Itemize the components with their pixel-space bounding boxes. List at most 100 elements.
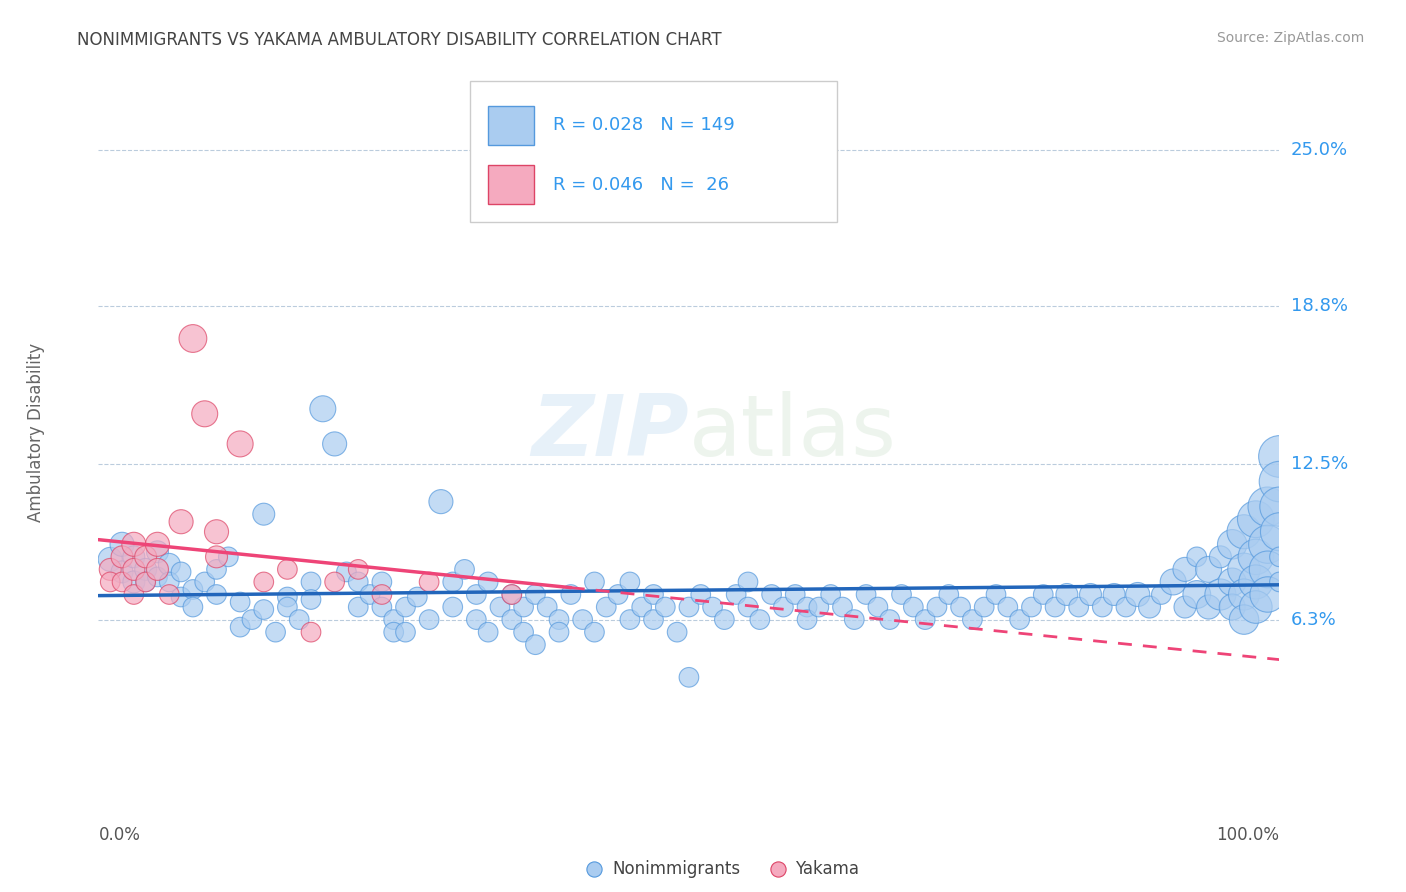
Text: Ambulatory Disability: Ambulatory Disability [27,343,45,522]
Point [111,537,134,551]
Point [205,587,228,601]
Point [276,600,298,615]
Point [335,565,357,579]
Point [146,537,169,551]
Point [1257,562,1279,576]
Point [1126,587,1149,601]
Point [371,574,394,589]
Point [583,574,606,589]
Point [654,600,676,615]
Point [855,587,877,601]
Point [643,587,665,601]
Point [1257,587,1279,601]
Point [796,600,818,615]
Point [702,600,724,615]
Point [1139,600,1161,615]
Point [253,602,276,616]
Point [785,587,807,601]
Text: 18.8%: 18.8% [1291,297,1347,315]
Point [630,600,652,615]
Point [1185,587,1208,601]
Text: Source: ZipAtlas.com: Source: ZipAtlas.com [1216,31,1364,45]
Point [194,574,217,589]
Point [560,587,582,601]
Point [111,565,134,579]
Text: 0.0%: 0.0% [98,827,141,845]
Point [347,574,370,589]
Point [914,613,936,627]
Point [146,545,169,559]
Point [1150,587,1173,601]
Point [1220,600,1243,615]
Point [678,600,700,615]
Point [524,587,547,601]
Point [866,600,889,615]
Point [997,600,1019,615]
Point [1244,512,1267,526]
Point [299,592,322,607]
Point [1174,562,1197,576]
Point [666,625,689,640]
Point [1233,587,1256,601]
Point [371,587,394,601]
Point [1021,600,1043,615]
Point [382,625,405,640]
Point [347,600,370,615]
Point [548,625,571,640]
Point [288,613,311,627]
Point [135,549,157,564]
Point [524,638,547,652]
Point [796,613,818,627]
FancyBboxPatch shape [488,165,534,204]
Point [253,574,276,589]
Point [1115,600,1137,615]
Point [1198,562,1220,576]
Point [1209,587,1232,601]
Point [157,574,180,589]
Point [1268,574,1291,589]
Point [229,620,252,634]
FancyBboxPatch shape [488,106,534,145]
Point [465,613,488,627]
FancyBboxPatch shape [471,81,837,221]
Point [135,562,157,576]
Point [253,507,276,521]
Point [1233,613,1256,627]
Point [264,625,287,640]
Point [512,600,534,615]
Text: atlas: atlas [689,391,897,475]
Point [807,600,830,615]
Point [761,587,783,601]
Point [1220,537,1243,551]
Point [229,595,252,609]
Point [536,600,558,615]
Point [394,600,416,615]
Point [548,613,571,627]
Point [371,600,394,615]
Point [146,562,169,576]
Point [844,613,866,627]
Point [477,625,499,640]
Point [607,587,630,601]
Point [122,549,145,564]
Point [1080,587,1102,601]
Point [205,549,228,564]
Point [477,574,499,589]
Point [1220,574,1243,589]
Point [1257,537,1279,551]
Point [359,587,381,601]
Text: Yakama: Yakama [796,861,859,879]
Point [135,574,157,589]
Point [382,613,405,627]
Point [949,600,972,615]
Point [501,587,523,601]
Point [194,407,217,421]
Point [925,600,948,615]
Point [299,574,322,589]
Point [98,552,121,566]
Text: NONIMMIGRANTS VS YAKAMA AMBULATORY DISABILITY CORRELATION CHART: NONIMMIGRANTS VS YAKAMA AMBULATORY DISAB… [77,31,721,49]
Point [299,625,322,640]
Point [170,515,193,529]
Point [181,582,204,597]
Point [465,587,488,601]
